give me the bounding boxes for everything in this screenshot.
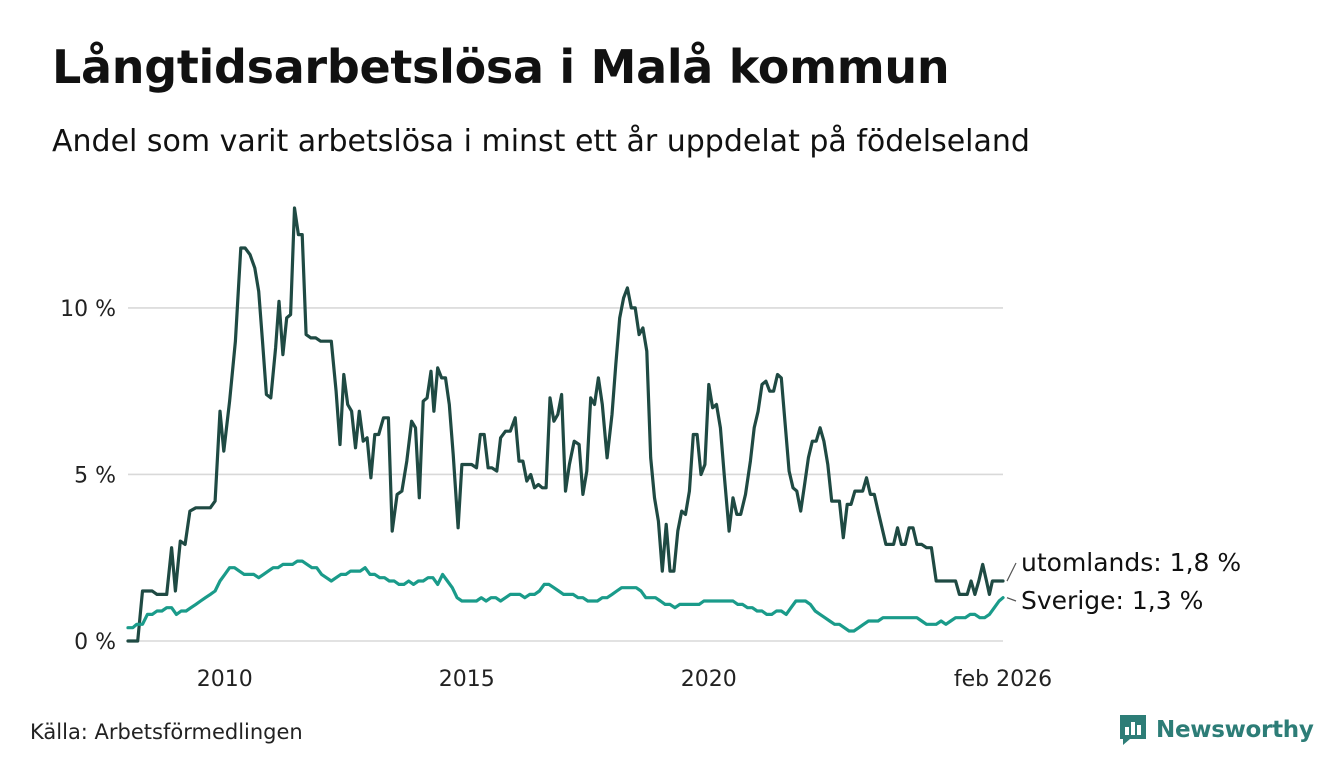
- x-tick-label: 2015: [439, 667, 495, 692]
- x-tick-label: 2010: [197, 667, 253, 692]
- chart-subtitle: Andel som varit arbetslösa i minst ett å…: [52, 124, 1030, 159]
- y-tick-label: 5 %: [74, 463, 116, 488]
- end-label-sverige: Sverige: 1,3 %: [1021, 586, 1203, 615]
- y-tick-label: 10 %: [60, 297, 116, 322]
- series-end-labels: utomlands: 1,8 % Sverige: 1,3 %: [1006, 548, 1241, 615]
- series-lines: [126, 206, 1005, 643]
- x-axis-ticks: 2010 2015 2020 feb 2026: [197, 667, 1052, 692]
- y-axis-ticks: 0 % 5 % 10 %: [60, 297, 116, 655]
- y-tick-label: 0 %: [74, 630, 116, 655]
- label-connector-sverige: [1006, 597, 1017, 602]
- series-line-sverige: [126, 559, 1005, 633]
- end-label-utomlands: utomlands: 1,8 %: [1021, 548, 1241, 577]
- chart-title: Långtidsarbetslösa i Malå kommun: [52, 40, 950, 94]
- series-line-utomlands: [126, 206, 1005, 643]
- brand-name: Newsworthy: [1156, 717, 1314, 743]
- x-tick-label: 2020: [681, 667, 737, 692]
- x-tick-label: feb 2026: [954, 667, 1052, 692]
- newsworthy-logo: Newsworthy: [1118, 712, 1314, 748]
- source-note: Källa: Arbetsförmedlingen: [30, 720, 303, 744]
- label-connector-utomlands: [1006, 562, 1017, 582]
- newsworthy-icon: [1120, 715, 1146, 745]
